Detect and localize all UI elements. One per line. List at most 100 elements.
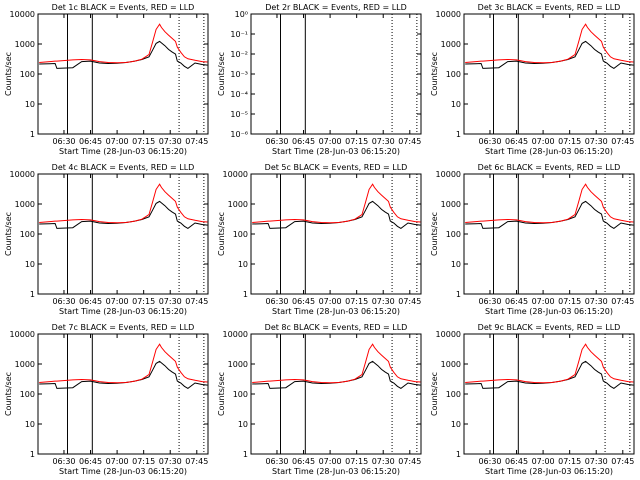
- y-tick-label: 1: [30, 130, 35, 139]
- y-tick-label: 10⁻⁴: [230, 90, 248, 99]
- y-tick-label: 10000: [436, 10, 461, 19]
- y-tick-label: 1000: [228, 200, 248, 209]
- y-tick-label: 100: [233, 230, 248, 239]
- y-tick-label: 10⁻¹: [230, 30, 248, 39]
- x-axis-label: Start Time (28-Jun-03 06:15:20): [485, 467, 613, 476]
- y-tick-label: 100: [20, 230, 35, 239]
- x-axis-label: Start Time (28-Jun-03 06:15:20): [272, 147, 400, 156]
- y-tick-label: 10⁻³: [230, 70, 248, 79]
- y-axis-label: Counts/sec: [430, 52, 439, 96]
- y-tick-label: 100: [20, 390, 35, 399]
- x-tick-label: 06:45: [79, 137, 102, 146]
- y-tick-label: 1: [243, 290, 248, 299]
- y-axis-label: Counts/sec: [217, 372, 226, 416]
- x-tick-label: 07:30: [372, 137, 395, 146]
- y-tick-label: 10000: [436, 330, 461, 339]
- series-line-lld: [39, 183, 208, 224]
- y-tick-label: 1000: [15, 40, 35, 49]
- x-axis-label: Start Time (28-Jun-03 06:15:20): [59, 467, 187, 476]
- x-tick-label: 07:45: [611, 137, 634, 146]
- panel-2: Det 2r BLACK = Events, RED = LLD 10⁻⁶ 10⁻⁵…: [217, 3, 422, 156]
- x-tick-label: 07:00: [319, 137, 342, 146]
- panel-title: Det 1c BLACK = Events, RED = LLD: [52, 3, 195, 12]
- x-tick-label: 06:45: [79, 297, 102, 306]
- x-tick-label: 07:15: [558, 457, 581, 466]
- y-tick-label: 1: [243, 450, 248, 459]
- x-tick-label: 07:30: [159, 297, 182, 306]
- x-axis-label: Start Time (28-Jun-03 06:15:20): [272, 307, 400, 316]
- plot-frame: [463, 333, 635, 455]
- x-tick-label: 06:30: [478, 297, 501, 306]
- plot-frame: [463, 13, 635, 135]
- x-tick-label: 07:30: [585, 297, 608, 306]
- panel-9: Det 9c BLACK = Events, RED = LLD 1 10 100 10…: [430, 323, 635, 476]
- y-tick-label: 10: [451, 260, 461, 269]
- y-tick-label: 1000: [15, 360, 35, 369]
- x-tick-label: 07:00: [106, 297, 129, 306]
- y-tick-label: 10: [25, 260, 35, 269]
- x-tick-label: 06:45: [505, 457, 528, 466]
- y-tick-label: 100: [446, 230, 461, 239]
- x-tick-label: 06:30: [265, 457, 288, 466]
- x-tick-label: 07:00: [319, 297, 342, 306]
- series-line-lld: [39, 343, 208, 384]
- x-tick-label: 07:45: [185, 137, 208, 146]
- y-axis-label: Counts/sec: [217, 212, 226, 256]
- panel-6: Det 6c BLACK = Events, RED = LLD 1 10 100 10…: [430, 163, 635, 316]
- series-line-events: [39, 40, 208, 70]
- panel-title: Det 9c BLACK = Events, RED = LLD: [478, 323, 621, 332]
- x-tick-label: 07:15: [132, 297, 155, 306]
- y-axis-label: Counts/sec: [217, 52, 226, 96]
- y-tick-label: 10: [451, 420, 461, 429]
- x-tick-label: 07:45: [185, 457, 208, 466]
- x-tick-label: 06:30: [265, 137, 288, 146]
- x-tick-label: 06:45: [292, 457, 315, 466]
- y-axis-label: Counts/sec: [4, 212, 13, 256]
- x-tick-label: 06:30: [52, 137, 75, 146]
- x-tick-label: 07:30: [585, 137, 608, 146]
- x-tick-label: 07:15: [558, 297, 581, 306]
- x-tick-label: 07:15: [345, 137, 368, 146]
- panel-title: Det 4c BLACK = Events, RED = LLD: [52, 163, 195, 172]
- y-tick-label: 10: [25, 100, 35, 109]
- x-axis-label: Start Time (28-Jun-03 06:15:20): [272, 467, 400, 476]
- y-tick-label: 10: [238, 260, 248, 269]
- x-tick-label: 06:45: [505, 137, 528, 146]
- y-tick-label: 100: [446, 390, 461, 399]
- panel-title: Det 5c BLACK = Events, RED = LLD: [265, 163, 408, 172]
- x-tick-label: 06:45: [292, 297, 315, 306]
- x-tick-label: 06:30: [52, 297, 75, 306]
- x-axis-label: Start Time (28-Jun-03 06:15:20): [59, 147, 187, 156]
- panel-1: Det 1c BLACK = Events, RED = LLD 1 10 100 10…: [4, 3, 209, 156]
- series-line-events: [39, 200, 208, 230]
- y-tick-label: 1000: [441, 40, 461, 49]
- y-axis-label: Counts/sec: [4, 52, 13, 96]
- y-tick-label: 10000: [223, 330, 248, 339]
- series-line-lld: [39, 23, 208, 64]
- y-tick-label: 10: [451, 100, 461, 109]
- y-tick-label: 10000: [10, 170, 35, 179]
- x-axis-label: Start Time (28-Jun-03 06:15:20): [485, 307, 613, 316]
- y-tick-label: 10: [238, 420, 248, 429]
- x-tick-label: 07:00: [319, 457, 342, 466]
- x-tick-label: 07:45: [398, 137, 421, 146]
- x-tick-label: 07:45: [611, 297, 634, 306]
- panel-title: Det 7c BLACK = Events, RED = LLD: [52, 323, 195, 332]
- y-tick-label: 10⁻²: [230, 50, 248, 59]
- x-tick-label: 07:45: [611, 457, 634, 466]
- x-tick-label: 07:30: [585, 457, 608, 466]
- y-axis-label: Counts/sec: [4, 372, 13, 416]
- y-tick-label: 10000: [10, 10, 35, 19]
- x-tick-label: 07:30: [372, 297, 395, 306]
- y-axis-label: Counts/sec: [430, 372, 439, 416]
- y-tick-label: 1000: [15, 200, 35, 209]
- y-tick-label: 10000: [223, 170, 248, 179]
- x-tick-label: 06:30: [478, 457, 501, 466]
- x-tick-label: 06:30: [52, 457, 75, 466]
- y-tick-label: 1: [456, 130, 461, 139]
- x-tick-label: 07:15: [558, 137, 581, 146]
- y-tick-label: 1: [30, 290, 35, 299]
- x-tick-label: 07:00: [532, 457, 555, 466]
- plot-frame: [250, 333, 422, 455]
